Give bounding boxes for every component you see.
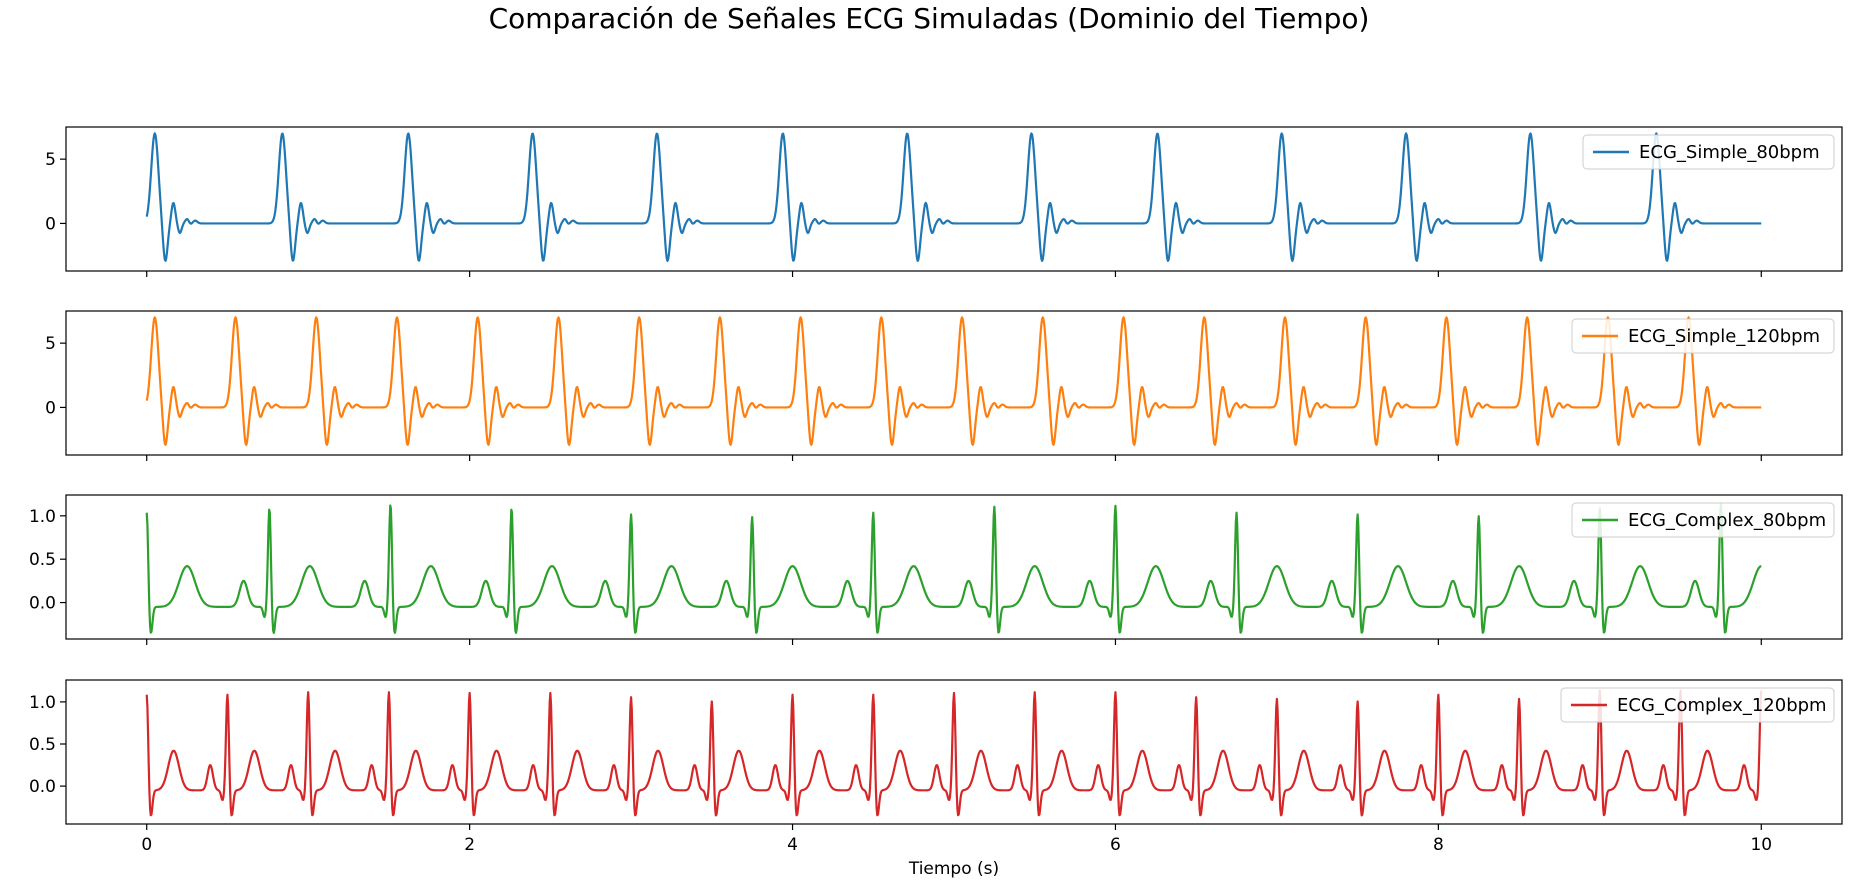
ytick-label: 0.5 <box>29 550 56 570</box>
legend-box <box>1582 134 1835 170</box>
subplot-ECG_Simple_80bpm: 0 5 ECG_Simple_80bpm <box>45 126 1843 277</box>
xtick-label: 8 <box>1433 835 1444 855</box>
legend-label: ECG_Simple_120bpm <box>1628 326 1820 347</box>
xtick-label: 6 <box>1110 835 1121 855</box>
subplot-ECG_Complex_80bpm: 0.0 0.5 1.0 ECG_Complex_80bpm <box>29 494 1843 645</box>
legend-box <box>1571 318 1835 354</box>
xtick-label: 4 <box>787 835 798 855</box>
subplot-ECG_Complex_120bpm: 0.0 0.5 1.0 0 2 4 6 8 10 ECG_Complex_120bpm <box>29 679 1843 855</box>
ytick-label: 1.0 <box>29 507 56 527</box>
series-line-ECG_Simple_80bpm <box>145 132 1762 262</box>
series-line-ECG_Complex_120bpm <box>145 689 1763 817</box>
xtick-label: 10 <box>1750 835 1772 855</box>
legend-label: ECG_Complex_80bpm <box>1628 510 1826 531</box>
ytick-label: 5 <box>45 334 56 354</box>
xtick-label: 0 <box>141 835 152 855</box>
xtick-label: 2 <box>464 835 475 855</box>
axes-frame <box>65 126 1843 272</box>
x-axis-label: Tiempo (s) <box>908 859 999 879</box>
axes-frame <box>65 310 1843 456</box>
figure-title: Comparación de Señales ECG Simuladas (Do… <box>488 2 1370 35</box>
legend-label: ECG_Simple_80bpm <box>1639 142 1820 163</box>
legend-box <box>1571 502 1835 538</box>
ytick-label: 0.0 <box>29 777 56 797</box>
subplot-ECG_Simple_120bpm: 0 5 ECG_Simple_120bpm <box>45 310 1843 461</box>
ytick-label: 0 <box>45 214 56 234</box>
series-line-ECG_Complex_80bpm <box>145 502 1762 634</box>
ytick-label: 0.5 <box>29 735 56 755</box>
legend-label: ECG_Complex_120bpm <box>1617 695 1827 716</box>
axes-frame <box>65 679 1843 825</box>
ytick-label: 5 <box>45 150 56 170</box>
ytick-label: 1.0 <box>29 693 56 713</box>
legend-box <box>1560 687 1835 723</box>
ytick-label: 0.0 <box>29 594 56 614</box>
series-line-ECG_Simple_120bpm <box>145 316 1762 446</box>
axes-frame <box>65 494 1843 640</box>
ytick-label: 0 <box>45 398 56 418</box>
